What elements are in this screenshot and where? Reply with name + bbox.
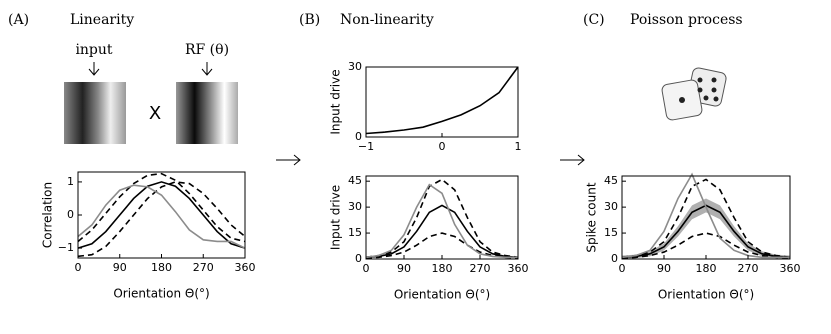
x-axis-label: Orientation Θ(°) [394, 288, 490, 302]
y-tick-label: 30 [348, 60, 362, 73]
x-tick-label: 0 [619, 262, 626, 275]
y-tick-label: 30 [604, 200, 618, 213]
panel-letter: (A) [8, 12, 29, 28]
times: X [149, 103, 161, 124]
y-tick-label: 15 [604, 226, 618, 239]
x-tick-label: 360 [780, 262, 801, 275]
arrow [88, 62, 213, 76]
line [365, 204, 519, 259]
x-axis-label: Orientation Θ(°) [113, 287, 209, 301]
y-axis-label: Correlation [41, 182, 55, 248]
plot-frame [365, 66, 519, 138]
x-tick-label: 90 [113, 261, 127, 274]
plot-frame [365, 175, 519, 260]
panel-letter: (C) [583, 12, 605, 28]
x-tick-label: −1 [358, 140, 374, 153]
y-tick-label: 30 [348, 200, 362, 213]
y-axis-label: Input drive [329, 69, 343, 134]
line [77, 184, 246, 249]
x-tick-label: 270 [470, 262, 491, 275]
line [77, 181, 246, 258]
x-tick-label: 270 [738, 262, 759, 275]
y-tick-label: 0 [611, 252, 618, 265]
error-band [622, 198, 790, 259]
image-label: RF (θ) [185, 42, 229, 58]
panel-letter: (B) [299, 12, 320, 28]
x-axis-label: Orientation Θ(°) [658, 288, 754, 302]
x-tick-label: 360 [235, 261, 256, 274]
x-tick-label: 90 [397, 262, 411, 275]
line [621, 172, 790, 259]
line [365, 183, 518, 259]
plot-frame [621, 175, 791, 260]
x-tick-label: 180 [151, 261, 172, 274]
panel-title: Linearity [70, 12, 134, 28]
line [621, 204, 791, 259]
line [365, 232, 519, 259]
line [77, 172, 246, 243]
x-tick-label: 0 [75, 261, 82, 274]
x-tick-label: 360 [508, 262, 529, 275]
line [365, 178, 519, 259]
x-tick-label: 90 [657, 262, 671, 275]
line [621, 178, 791, 259]
y-tick-label: 45 [348, 174, 362, 187]
y-axis-label: Input drive [329, 185, 343, 250]
input-image [64, 82, 126, 144]
arrow [276, 154, 301, 166]
y-tick-label: 0 [355, 130, 362, 143]
x-tick-label: 0 [363, 262, 370, 275]
panel-title: Poisson process [630, 12, 743, 28]
line [365, 66, 519, 135]
y-tick-label: 0 [355, 252, 362, 265]
y-tick-label: 45 [604, 174, 618, 187]
y-tick-label: −1 [58, 241, 74, 254]
y-tick-label: 15 [348, 226, 362, 239]
x-tick-label: 180 [696, 262, 717, 275]
x-tick-label: 1 [515, 140, 522, 153]
panel-title: Non-linearity [340, 12, 434, 28]
image-label: input [75, 42, 112, 58]
plot-frame [77, 171, 246, 259]
arrow [560, 154, 585, 166]
rf-image [176, 82, 238, 144]
line [77, 181, 246, 249]
y-axis-label: Spike count [585, 182, 599, 252]
x-tick-label: 270 [193, 261, 214, 274]
x-tick-label: 180 [432, 262, 453, 275]
y-tick-label: 0 [67, 208, 74, 221]
dice [661, 67, 727, 121]
y-tick-label: 1 [67, 175, 74, 188]
x-tick-label: 0 [439, 140, 446, 153]
